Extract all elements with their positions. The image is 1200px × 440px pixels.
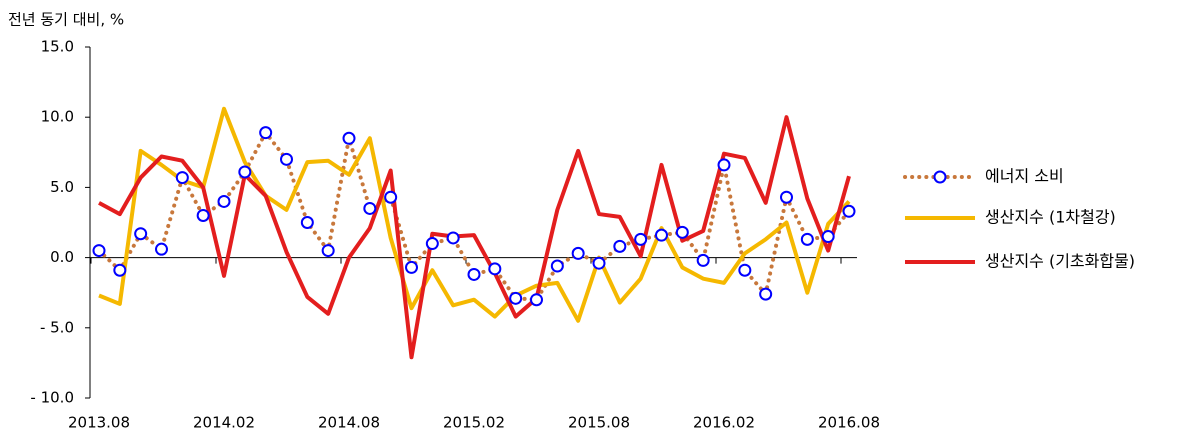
marker [509,291,523,305]
legend-marker [933,170,947,184]
marker [530,293,543,307]
marker [405,260,418,274]
marker [821,230,835,244]
marker [363,201,377,215]
x-tick-label: 2016.02 [693,414,755,432]
legend-label: 생산지수 (기초화합물) [985,252,1135,271]
y-tick-label: 5.0 [50,178,74,196]
marker [92,244,106,258]
marker [717,158,731,172]
x-tick-label: 2015.08 [568,414,630,432]
y-tick-label: - 5.0 [40,318,74,336]
marker [738,263,752,277]
marker [634,232,648,246]
marker [196,208,210,222]
marker [613,239,627,253]
marker [425,237,439,251]
y-tick-label: 15.0 [41,38,74,56]
marker [842,204,856,218]
marker [571,246,585,260]
x-tick-label: 2015.02 [443,414,505,432]
legend-label: 에너지 소비 [985,167,1064,186]
marker [113,263,127,277]
marker [342,131,356,145]
marker [155,242,168,256]
marker [446,231,460,245]
marker [696,253,710,267]
marker [759,287,773,301]
marker [384,190,398,204]
y-axis-label: 전년 동기 대비, % [8,11,124,29]
marker [592,256,606,270]
marker [467,267,481,281]
marker [675,225,689,239]
y-tick-label: 10.0 [41,108,74,126]
x-tick-label: 2014.08 [318,414,380,432]
x-tick-label: 2014.02 [193,414,255,432]
x-tick-label: 2016.08 [818,414,880,432]
marker [321,244,335,258]
legend-label: 생산지수 (1차철강) [985,208,1116,227]
marker [780,190,793,204]
marker [655,228,668,242]
marker [175,171,189,185]
marker [800,232,814,246]
series-line [98,115,851,360]
marker [238,165,252,179]
y-tick-label: 0.0 [50,248,74,266]
y-tick-label: - 10.0 [30,389,74,407]
marker [259,126,273,140]
marker [134,227,148,241]
x-tick-label: 2013.08 [68,414,130,432]
marker [217,194,231,208]
marker [550,259,564,273]
series-line [98,106,851,323]
marker [280,152,293,166]
marker [300,216,314,229]
marker [488,262,502,276]
